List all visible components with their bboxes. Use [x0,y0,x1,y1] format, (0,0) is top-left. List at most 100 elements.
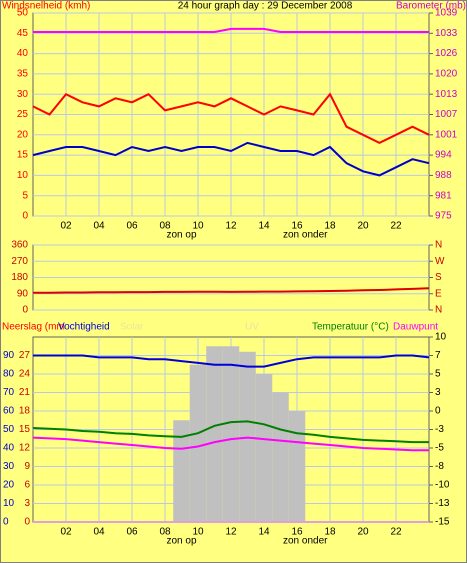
annotation: zon onder [283,230,328,241]
y-tick-label: 40 [3,443,15,454]
x-tick-label: 12 [225,527,237,538]
series-line [32,420,429,444]
y2-tick-label: 1039 [435,8,458,19]
y2-tick-label: N [435,240,442,251]
y2-tick-label: 994 [435,150,452,161]
y-tick-label: 15 [17,150,29,161]
legend-label: UV [245,322,259,333]
y-tick-label: 180 [11,272,28,283]
y-tick-label: 0 [3,517,9,528]
series-line [33,354,430,368]
series-line [32,436,429,452]
y-tick-label: 50 [17,8,29,19]
x-tick-label: 10 [192,527,204,538]
solar-bar [288,411,306,522]
y2-tick-label: -10 [435,480,450,491]
y3-tick-label: 6 [24,480,30,491]
y2-tick-label: W [435,256,445,267]
y2-tick-label: 975 [435,211,452,222]
y3-tick-label: 0 [24,517,30,528]
y3-tick-label: 3 [24,498,30,509]
y-tick-label: 20 [17,129,29,140]
y-tick-label: 30 [3,461,15,472]
y2-tick-label: E [435,288,442,299]
x-tick-label: 04 [93,221,105,232]
x-tick-label: 20 [357,221,369,232]
solar-bar [206,346,223,522]
y-tick-label: 0 [22,305,28,316]
y2-tick-label: 981 [435,190,452,201]
y3-tick-label: 9 [24,461,30,472]
y2-tick-label: 5 [435,369,441,380]
x-tick-label: 18 [324,527,336,538]
y-tick-label: 80 [3,369,15,380]
x-tick-label: 22 [390,221,402,232]
x-tick-label: 02 [60,221,72,232]
y2-tick-label: 1001 [435,129,458,140]
y-tick-label: 45 [17,28,29,39]
series-line [32,92,430,145]
x-tick-label: 16 [291,527,303,538]
x-tick-label: 12 [225,221,237,232]
series-line [32,141,430,177]
legend-label: Vochtigheid [58,322,110,333]
y2-tick-label: 3 [435,387,441,398]
annotation: zon op [166,230,196,241]
y3-tick-label: 15 [19,424,31,435]
chart-title: 24 hour graph day : 29 December 2008 [178,1,353,12]
y-tick-label: 25 [17,109,29,120]
y2-tick-label: 1013 [435,89,458,100]
y-tick-label: 10 [3,498,15,509]
annotation: zon onder [283,536,328,547]
x-tick-label: 14 [258,527,270,538]
y3-tick-label: 27 [19,350,31,361]
x-tick-label: 16 [291,221,303,232]
y-tick-label: 70 [3,387,15,398]
y2-tick-label: N [435,305,442,316]
legend-label: Solar [120,322,144,333]
y2-tick-label: -3 [435,424,444,435]
y-tick-label: 360 [11,240,28,251]
y2-tick-label: 7 [435,350,441,361]
y-tick-label: 5 [22,190,28,201]
y2-tick-label: S [435,272,442,283]
y2-tick-label: -5 [435,443,444,454]
y2-tick-label: -8 [435,461,444,472]
y2-tick-label: 988 [435,170,452,181]
y-tick-label: 90 [17,288,29,299]
y2-tick-label: -13 [435,498,450,509]
x-tick-label: 22 [390,527,402,538]
solar-bar [173,420,190,522]
y2-tick-label: 10 [435,332,447,343]
legend-label: Temperatuur (°C) [312,322,389,333]
solar-bar [189,364,207,522]
y2-tick-label: 1033 [435,28,458,39]
y2-tick-label: 1020 [435,69,458,80]
y-tick-label: 20 [3,480,15,491]
y-tick-label: 40 [17,48,29,59]
y-tick-label: 30 [17,89,29,100]
x-tick-label: 08 [159,527,171,538]
y-tick-label: 35 [17,69,29,80]
y-tick-label: 10 [17,170,29,181]
x-tick-label: 06 [126,527,138,538]
y-tick-label: 90 [3,350,15,361]
y3-tick-label: 18 [19,406,31,417]
x-tick-label: 04 [93,527,105,538]
y-axis-label: Windsnelheid (kmh) [2,1,90,12]
x-tick-label: 20 [357,527,369,538]
y-tick-label: 50 [3,424,15,435]
legend-label: Neerslag (mm [2,322,65,333]
annotation: zon op [166,536,196,547]
y3-tick-label: 12 [19,443,31,454]
x-tick-label: 18 [324,221,336,232]
y-tick-label: 60 [3,406,15,417]
y-tick-label: 270 [11,256,28,267]
series-line [32,287,430,294]
y2-tick-label: 0 [435,406,441,417]
legend-label: Dauwpunt [393,322,438,333]
x-tick-label: 14 [258,221,270,232]
x-tick-label: 08 [159,221,171,232]
